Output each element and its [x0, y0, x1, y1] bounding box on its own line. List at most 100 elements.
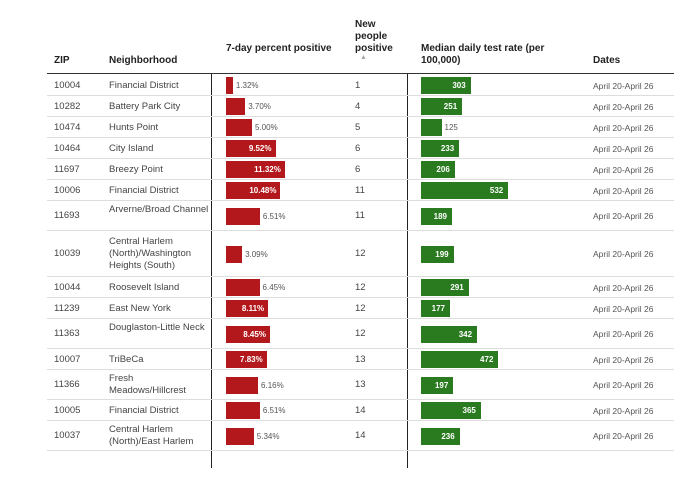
new-positive-cell: 13 — [355, 379, 366, 390]
zip-cell: 10004 — [54, 80, 81, 91]
dates-cell: April 20-April 26 — [593, 165, 654, 175]
zip-cell: 10044 — [54, 282, 81, 293]
dates-cell: April 20-April 26 — [593, 81, 654, 91]
percent-positive-bar — [226, 119, 252, 136]
test-rate-bar — [421, 279, 469, 296]
test-rate-bar — [421, 300, 451, 317]
dates-cell: April 20-April 26 — [593, 186, 654, 196]
zip-cell: 10007 — [54, 354, 81, 365]
percent-positive-bar — [226, 77, 233, 94]
table-row: 11363 Douglaston-Little Neck 12 April 20-Ap… — [47, 319, 674, 349]
table-row: 10464 City Island 6 April 20-April 26 9.52% 2… — [47, 138, 674, 159]
zip-cell: 11697 — [54, 164, 80, 175]
dates-cell: April 20-April 26 — [593, 304, 654, 314]
dates-cell: April 20-April 26 — [593, 102, 654, 112]
dates-cell: April 20-April 26 — [593, 406, 654, 416]
header-zip[interactable]: ZIP — [54, 55, 70, 66]
percent-positive-label: 8.11% — [241, 304, 265, 313]
zip-cell: 10282 — [54, 101, 81, 112]
percent-positive-bar — [226, 351, 267, 368]
neighborhood-cell: Financial District — [109, 185, 179, 196]
new-positive-cell: 5 — [355, 122, 361, 133]
dates-cell: April 20-April 26 — [593, 380, 654, 390]
percent-positive-bar — [226, 279, 260, 296]
percent-positive-bar — [226, 182, 281, 199]
column-divider-right — [407, 74, 408, 468]
test-rate-label: 365 — [462, 406, 476, 415]
new-positive-cell: 6 — [355, 164, 361, 175]
new-positive-cell: 12 — [355, 328, 366, 339]
table-row: 10474 Hunts Point 5 April 20-April 26 5.00% 1… — [47, 117, 674, 138]
test-rate-label: 342 — [458, 330, 473, 339]
zip-cell: 11693 — [54, 210, 80, 221]
percent-positive-label: 6.51% — [262, 212, 286, 221]
percent-positive-label: 6.45% — [262, 283, 286, 292]
test-rate-bar — [421, 98, 463, 115]
new-positive-cell: 6 — [355, 143, 361, 154]
new-positive-cell: 13 — [355, 354, 366, 365]
header-test-rate[interactable]: Median daily test rate (per 100,000) — [421, 43, 545, 66]
test-rate-bar — [421, 182, 509, 199]
table-row: 11693 Arverne/Broad Channel 11 April 20-Apr… — [47, 201, 674, 231]
test-rate-bar — [421, 428, 460, 445]
test-rate-label: 236 — [441, 432, 455, 441]
neighborhood-cell: Hunts Point — [109, 122, 159, 133]
test-rate-bar — [421, 140, 460, 157]
test-rate-label: 197 — [434, 381, 449, 390]
new-positive-cell: 12 — [355, 282, 366, 293]
test-rate-bar — [421, 351, 499, 368]
test-rate-label: 532 — [489, 186, 504, 195]
neighborhood-cell: East New York — [109, 303, 171, 314]
test-rate-label: 233 — [440, 144, 455, 153]
percent-positive-label: 1.32% — [235, 81, 259, 90]
test-rate-label: 125 — [444, 123, 458, 132]
neighborhood-cell: Financial District — [109, 80, 179, 91]
test-rate-label: 303 — [452, 81, 466, 90]
neighborhood-cell: Arverne/Broad Channel — [109, 204, 209, 215]
zip-cell: 10037 — [54, 430, 81, 441]
neighborhood-cell: Fresh Meadows/Hillcrest — [109, 373, 187, 396]
dates-cell: April 20-April 26 — [593, 283, 654, 293]
zip-cell: 10039 — [54, 248, 81, 259]
test-rate-label: 189 — [433, 212, 447, 221]
test-rate-bar — [421, 208, 452, 225]
percent-positive-label: 7.83% — [240, 355, 263, 364]
neighborhood-cell: Battery Park City — [109, 101, 181, 112]
header-neighborhood[interactable]: Neighborhood — [109, 55, 178, 66]
test-rate-bar — [421, 161, 455, 178]
header-new-positive[interactable]: New people positive — [355, 19, 393, 54]
neighborhood-cell: Central Harlem (North)/East Harlem — [109, 424, 194, 447]
header-dates[interactable]: Dates — [593, 55, 621, 66]
dates-cell: April 20-April 26 — [593, 123, 654, 133]
percent-positive-label: 8.45% — [243, 330, 266, 339]
table-row: 10004 Financial District 1 April 20-April 2… — [47, 75, 674, 96]
table-row: 10039 Central Harlem (North)/Washington H… — [47, 231, 674, 277]
percent-positive-label: 5.00% — [255, 123, 278, 132]
table-row: 10037 Central Harlem (North)/East Harlem 1… — [47, 421, 674, 451]
percent-positive-bar — [226, 326, 270, 343]
header-percent-positive[interactable]: 7-day percent positive — [226, 43, 332, 54]
table-row: 10044 Roosevelt Island 12 April 20-April 26… — [47, 277, 674, 298]
test-rate-bar — [421, 326, 478, 343]
percent-positive-label: 3.70% — [248, 102, 271, 111]
new-positive-cell: 14 — [355, 405, 366, 416]
dates-cell: April 20-April 26 — [593, 355, 654, 365]
test-rate-label: 472 — [480, 355, 494, 364]
new-positive-cell: 12 — [355, 248, 366, 259]
percent-positive-bar — [226, 428, 254, 445]
neighborhood-cell: TriBeCa — [109, 354, 144, 365]
neighborhood-cell: City Island — [109, 143, 154, 154]
percent-positive-label: 10.48% — [249, 186, 277, 195]
new-positive-cell: 11 — [355, 210, 365, 221]
zip-cell: 11239 — [54, 303, 80, 314]
percent-positive-bar — [226, 402, 260, 419]
header-divider — [47, 73, 674, 74]
zip-cell: 10006 — [54, 185, 81, 196]
new-positive-cell: 12 — [355, 303, 366, 314]
test-rate-bar — [421, 377, 454, 394]
percent-positive-bar — [226, 208, 260, 225]
sort-arrow-icon[interactable]: ▲ — [360, 54, 367, 61]
percent-positive-label: 3.09% — [245, 250, 268, 259]
percent-positive-label: 6.51% — [262, 406, 286, 415]
